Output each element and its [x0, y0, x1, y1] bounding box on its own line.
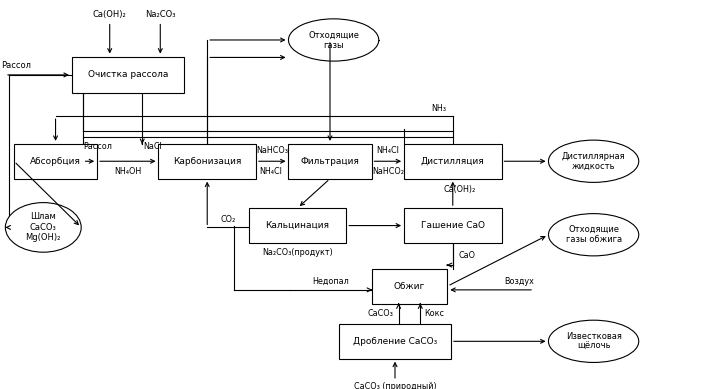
FancyBboxPatch shape — [404, 144, 502, 179]
Text: Na₂CO₃: Na₂CO₃ — [145, 10, 175, 19]
Text: Na₂CO₃(продукт): Na₂CO₃(продукт) — [262, 248, 333, 257]
Text: СаО: СаО — [459, 251, 476, 260]
Text: NH₄Cl: NH₄Cl — [376, 147, 399, 156]
Text: Кальцинация: Кальцинация — [265, 221, 329, 230]
Text: Ca(OH)₂: Ca(OH)₂ — [444, 185, 476, 194]
FancyBboxPatch shape — [371, 269, 447, 304]
Text: Дробление СаСО₃: Дробление СаСО₃ — [353, 337, 437, 346]
Text: Отходящие
газы: Отходящие газы — [308, 30, 359, 50]
FancyBboxPatch shape — [289, 144, 371, 179]
Text: Обжиг: Обжиг — [394, 282, 425, 291]
Text: Гашение СаО: Гашение СаО — [420, 221, 485, 230]
Text: CO₂: CO₂ — [220, 215, 236, 224]
Text: Ca(OH)₂: Ca(OH)₂ — [93, 10, 127, 19]
Text: Очистка рассола: Очистка рассола — [88, 70, 168, 79]
Text: Абсорбция: Абсорбция — [30, 157, 81, 166]
Ellipse shape — [5, 203, 81, 252]
Text: NH₄OH: NH₄OH — [114, 167, 141, 176]
FancyBboxPatch shape — [404, 208, 502, 243]
Text: Рассол: Рассол — [83, 142, 112, 151]
Text: NaHCO₂: NaHCO₂ — [372, 167, 404, 176]
Text: Известковая
щёлочь: Известковая щёлочь — [566, 331, 621, 351]
Text: Карбонизация: Карбонизация — [173, 157, 241, 166]
Ellipse shape — [549, 320, 639, 363]
FancyBboxPatch shape — [249, 208, 347, 243]
Text: Шлам
СаСО₃
Mg(OH)₂: Шлам СаСО₃ Mg(OH)₂ — [25, 212, 61, 242]
FancyBboxPatch shape — [72, 56, 183, 93]
Text: Фильтрация: Фильтрация — [301, 157, 360, 166]
Text: СаСО₃: СаСО₃ — [368, 309, 394, 318]
FancyBboxPatch shape — [339, 324, 451, 359]
FancyBboxPatch shape — [14, 144, 97, 179]
Text: NaCl: NaCl — [144, 142, 162, 151]
Text: Недопал: Недопал — [312, 277, 349, 286]
Text: Воздух: Воздух — [505, 277, 534, 286]
Ellipse shape — [549, 214, 639, 256]
Text: NH₄Cl: NH₄Cl — [259, 167, 282, 176]
Ellipse shape — [549, 140, 639, 182]
Ellipse shape — [289, 19, 378, 61]
Text: Отходящие
газы обжига: Отходящие газы обжига — [566, 225, 621, 244]
Text: NaHCO₃: NaHCO₃ — [256, 147, 289, 156]
Text: Кокс: Кокс — [425, 309, 444, 318]
FancyBboxPatch shape — [159, 144, 256, 179]
Text: Рассол: Рассол — [1, 61, 31, 70]
Text: NH₃: NH₃ — [431, 104, 446, 113]
Text: Дистилляция: Дистилляция — [421, 157, 484, 166]
Text: Дистиллярная
жидкость: Дистиллярная жидкость — [562, 152, 626, 171]
Text: СаСО₃ (природный): СаСО₃ (природный) — [354, 382, 436, 389]
